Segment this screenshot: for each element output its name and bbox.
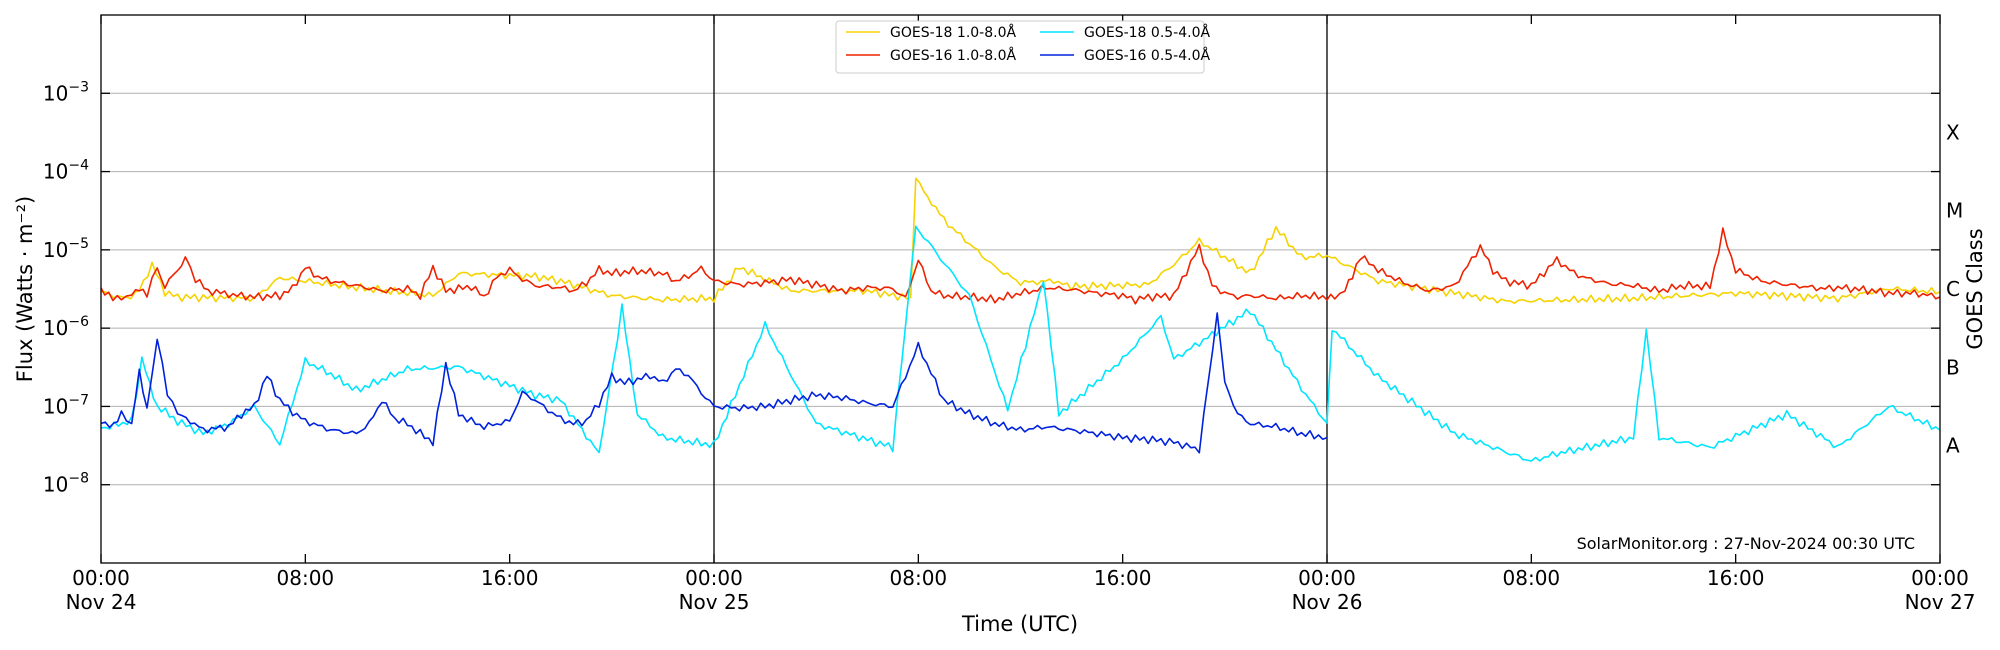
x-tick-date-9: Nov 27 xyxy=(1905,590,1976,614)
credit-label: SolarMonitor.org : 27-Nov-2024 00:30 UTC xyxy=(1577,534,1915,553)
y-tick-label-5: 10−3 xyxy=(43,79,89,105)
plot-frame xyxy=(100,14,1941,564)
x-tick-time-2: 16:00 xyxy=(481,566,539,590)
x-tick-date-0: Nov 24 xyxy=(66,590,137,614)
legend-label-0: GOES-18 1.0-8.0Å xyxy=(890,24,1016,41)
x-tick-time-0: 00:00 xyxy=(72,566,130,590)
series-line-0 xyxy=(100,177,1941,304)
x-tick-time-8: 16:00 xyxy=(1707,566,1765,590)
legend: GOES-18 1.0-8.0Å GOES-16 1.0-8.0Å GOES-18 … xyxy=(835,20,1210,74)
x-tick-date-6: Nov 26 xyxy=(1292,590,1363,614)
plot-background xyxy=(101,15,1940,563)
day-dividers xyxy=(713,15,1328,563)
x-tick-time-9: 00:00 xyxy=(1911,566,1969,590)
y-tick-label-0: 10−8 xyxy=(43,471,89,497)
legend-label-3: GOES-16 0.5-4.0Å xyxy=(1084,47,1210,64)
series-lines xyxy=(100,177,1941,462)
y-tick-label-1: 10−7 xyxy=(43,392,89,418)
goes-class-A: A xyxy=(1946,434,1960,458)
y2-axis-title: GOES Class xyxy=(1963,228,1987,349)
series-line-1 xyxy=(100,227,1941,305)
x-tick-time-4: 08:00 xyxy=(890,566,948,590)
legend-box xyxy=(835,20,1205,74)
x-axis-title: Time (UTC) xyxy=(961,612,1078,636)
y-tick-label-4: 10−4 xyxy=(43,158,89,184)
x-tick-time-1: 08:00 xyxy=(277,566,335,590)
legend-label-1: GOES-16 1.0-8.0Å xyxy=(890,47,1016,64)
series-line-2 xyxy=(100,225,1941,462)
y-grid xyxy=(101,92,1940,486)
x-tick-time-6: 00:00 xyxy=(1298,566,1356,590)
goes-class-B: B xyxy=(1946,355,1960,379)
goes-class-C: C xyxy=(1946,277,1960,301)
goes-class-labels: A B C M X xyxy=(1946,120,1963,457)
x-tick-time-5: 16:00 xyxy=(1094,566,1152,590)
y-tick-label-2: 10−6 xyxy=(43,314,89,340)
y-tick-label-3: 10−5 xyxy=(43,236,89,262)
x-tick-date-3: Nov 25 xyxy=(679,590,750,614)
x-tick-time-3: 00:00 xyxy=(685,566,743,590)
series-line-3 xyxy=(100,312,1328,454)
y-axis-ticks: 10−8 10−7 10−6 10−5 10−4 10−3 xyxy=(43,79,1940,497)
goes-class-M: M xyxy=(1946,199,1963,223)
y-axis-title: Flux (Watts · m⁻²) xyxy=(13,196,37,382)
legend-label-2: GOES-18 0.5-4.0Å xyxy=(1084,24,1210,41)
x-tick-time-7: 08:00 xyxy=(1503,566,1561,590)
goes-class-X: X xyxy=(1946,120,1960,144)
